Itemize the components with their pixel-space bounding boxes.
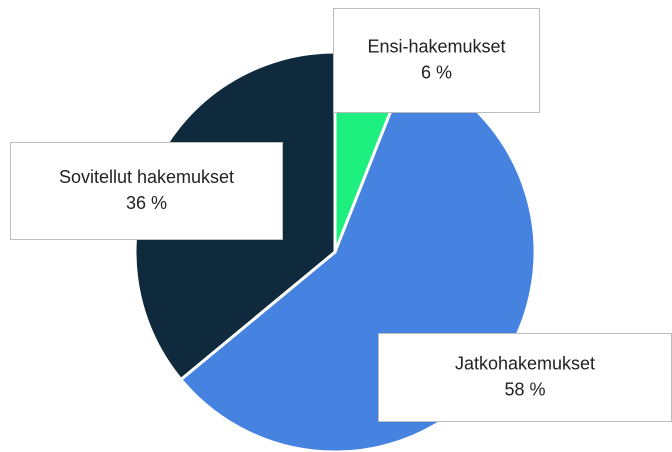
label-box xyxy=(10,142,283,240)
label-box xyxy=(333,8,540,113)
slice-label: Jatkohakemukset xyxy=(455,353,595,373)
slice-value-label: 58 % xyxy=(504,379,545,399)
slice-label: Ensi-hakemukset xyxy=(367,36,505,56)
slice-value-label: 6 % xyxy=(421,62,452,82)
slice-value-label: 36 % xyxy=(126,193,167,213)
label-box xyxy=(378,333,672,422)
slice-label: Sovitellut hakemukset xyxy=(59,167,234,187)
